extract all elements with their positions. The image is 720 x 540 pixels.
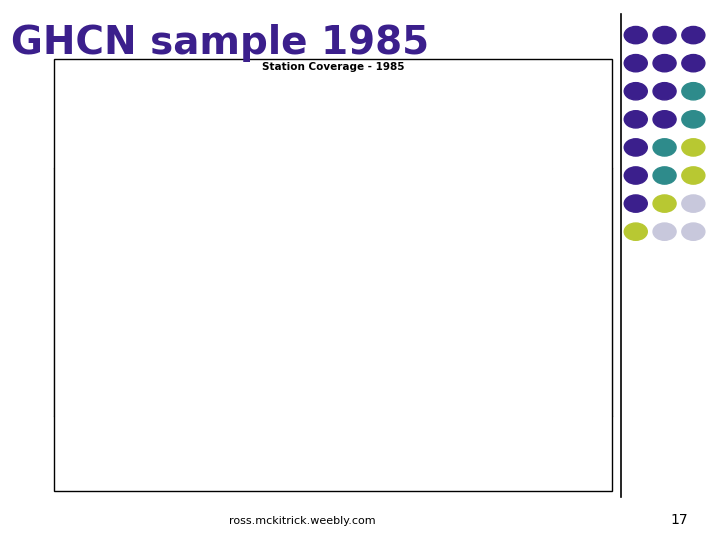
Text: True Average: True Average bbox=[215, 71, 264, 79]
Text: 17: 17 bbox=[670, 512, 688, 526]
Polygon shape bbox=[305, 273, 402, 361]
Polygon shape bbox=[377, 295, 410, 326]
Polygon shape bbox=[296, 205, 311, 210]
Polygon shape bbox=[372, 248, 426, 288]
Polygon shape bbox=[596, 360, 609, 379]
Polygon shape bbox=[248, 178, 302, 214]
Text: Station Coverage - 1985: Station Coverage - 1985 bbox=[262, 63, 404, 72]
Polygon shape bbox=[510, 326, 572, 366]
Polygon shape bbox=[448, 268, 472, 298]
Polygon shape bbox=[449, 238, 534, 261]
Polygon shape bbox=[318, 211, 379, 251]
Polygon shape bbox=[209, 288, 248, 369]
Polygon shape bbox=[73, 211, 251, 276]
Text: ross.mckitrick.weebly.com: ross.mckitrick.weebly.com bbox=[229, 516, 376, 526]
Polygon shape bbox=[401, 326, 410, 346]
Polygon shape bbox=[534, 239, 557, 259]
Polygon shape bbox=[544, 360, 562, 375]
Polygon shape bbox=[485, 276, 519, 299]
Polygon shape bbox=[324, 215, 336, 230]
Text: Estimated Average: Estimated Average bbox=[305, 71, 377, 79]
Polygon shape bbox=[379, 195, 612, 230]
Text: GHCN sample 1985: GHCN sample 1985 bbox=[11, 24, 429, 62]
Polygon shape bbox=[429, 268, 476, 292]
Polygon shape bbox=[194, 273, 240, 295]
Polygon shape bbox=[346, 217, 395, 248]
Polygon shape bbox=[341, 195, 379, 217]
